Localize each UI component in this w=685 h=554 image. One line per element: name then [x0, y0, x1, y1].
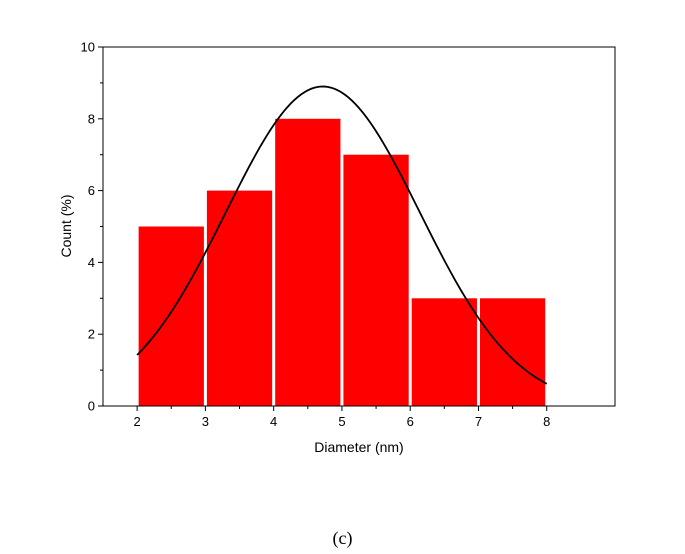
histogram-bar-5 — [411, 298, 477, 406]
x-tick-label: 4 — [270, 414, 277, 429]
y-axis-title: Count (%) — [58, 194, 74, 257]
y-tick-label: 2 — [88, 327, 95, 342]
gaussian-fit-curve — [136, 85, 548, 385]
x-tick-label: 8 — [543, 414, 550, 429]
x-tick-label: 2 — [134, 414, 141, 429]
y-tick-label: 8 — [88, 111, 95, 126]
y-tick-label: 0 — [88, 399, 95, 414]
y-tick-label: 10 — [81, 40, 95, 55]
bars-group — [138, 118, 546, 407]
y-tick-label: 4 — [88, 255, 95, 270]
histogram-bar-4 — [343, 154, 409, 406]
x-axis-ticks: 2 3 4 5 6 7 8 — [134, 406, 550, 429]
histogram-bar-6 — [479, 298, 546, 406]
histogram-bar-2 — [206, 190, 273, 406]
y-axis-ticks: 0 2 4 6 8 10 — [81, 40, 103, 414]
x-axis-title: Diameter (nm) — [314, 439, 403, 455]
x-tick-label: 5 — [338, 414, 345, 429]
histogram-bar-1 — [138, 226, 204, 406]
x-tick-label: 3 — [202, 414, 209, 429]
x-tick-label: 7 — [475, 414, 482, 429]
x-tick-label: 6 — [407, 414, 414, 429]
y-tick-label: 6 — [88, 183, 95, 198]
figure-caption: (c) — [332, 528, 353, 548]
histogram-bar-3 — [275, 118, 341, 407]
